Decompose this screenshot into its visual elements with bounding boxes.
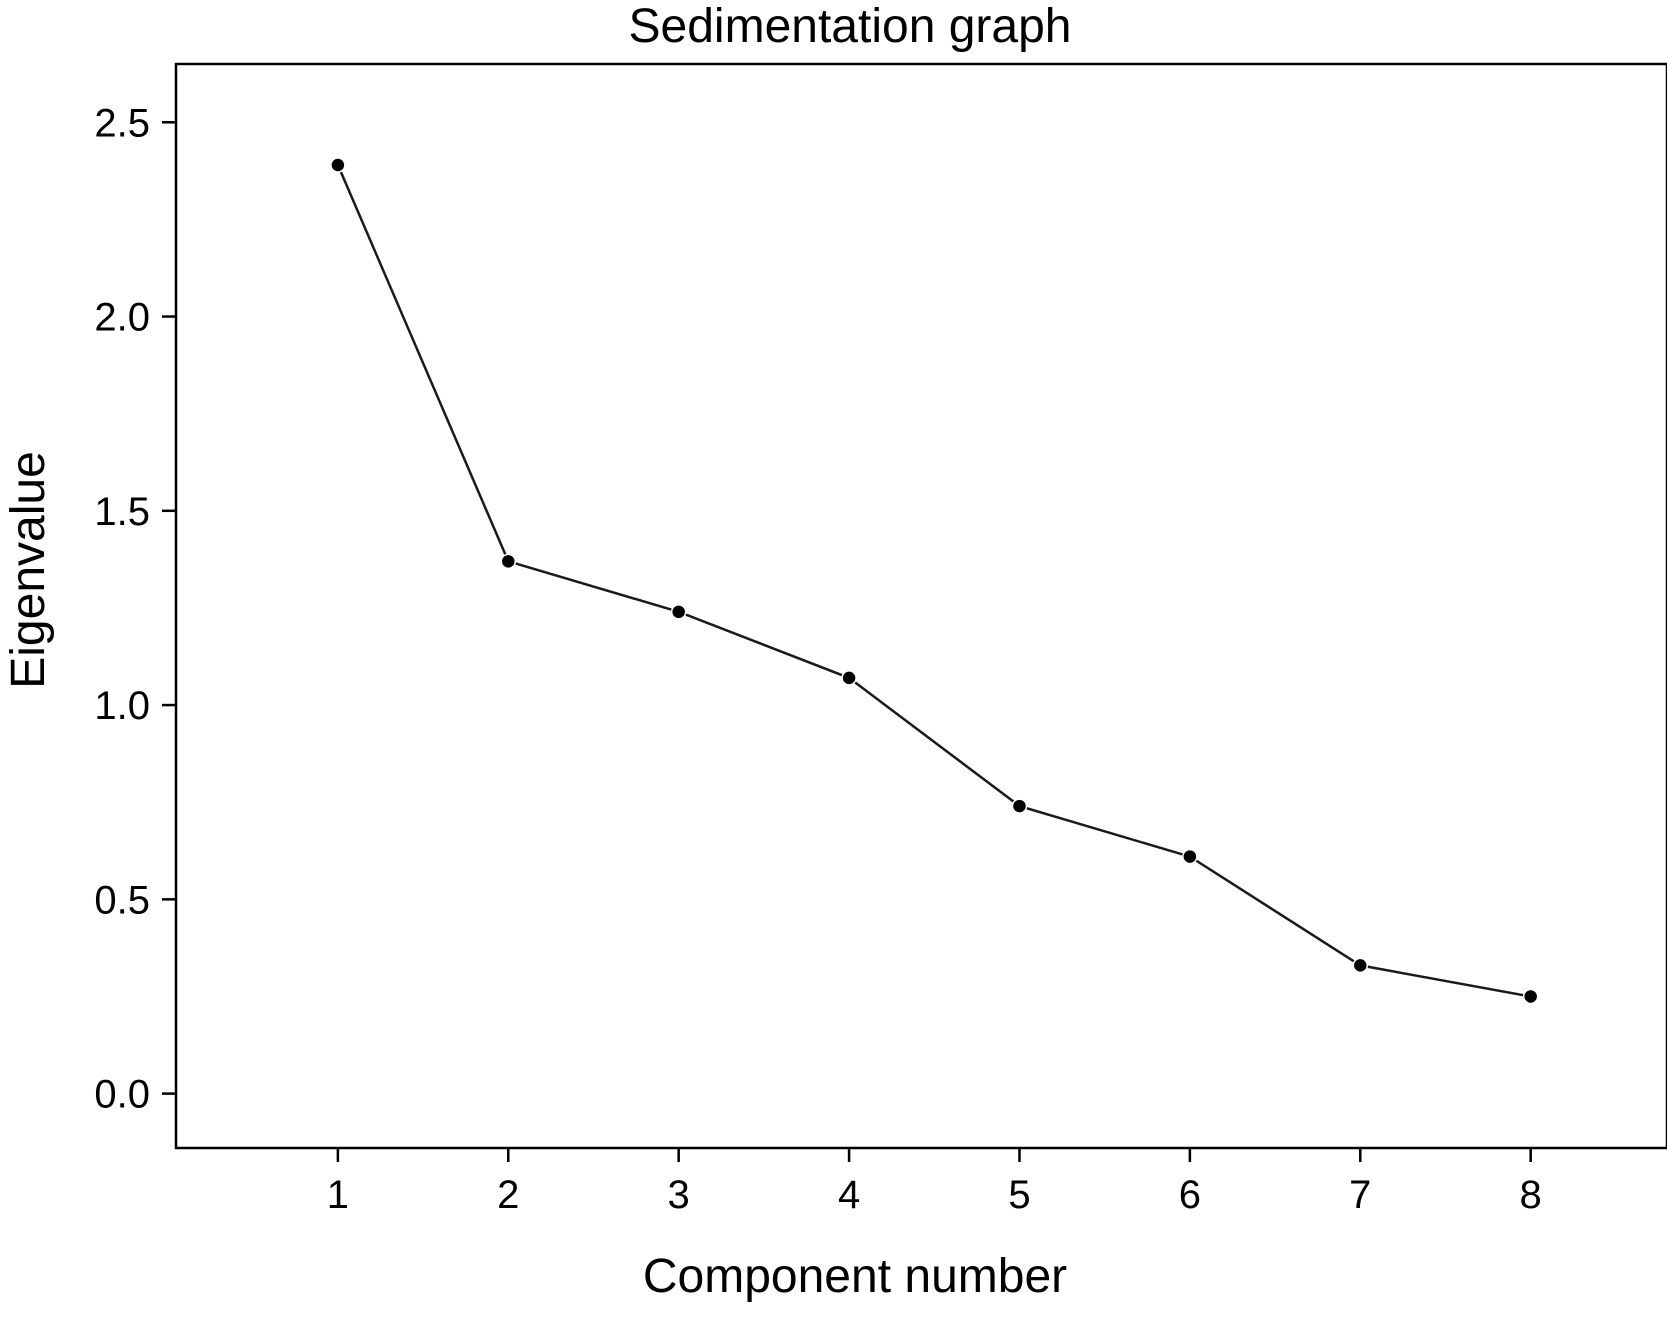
x-axis-label: Component number [643,1250,1067,1303]
y-tick-label: 2.0 [94,296,150,340]
data-point [1522,988,1539,1005]
y-axis-ticks: 0.0 0.5 1.0 1.5 2.0 2.5 [94,101,176,1117]
y-tick-label: 1.0 [94,684,150,728]
x-tick-label: 3 [668,1173,690,1217]
y-axis-label: Eigenvalue [2,451,55,689]
data-point [1352,957,1369,974]
y-tick-label: 1.5 [94,490,150,534]
data-point [841,670,857,686]
x-tick-label: 7 [1349,1173,1371,1217]
x-tick-label: 4 [838,1173,860,1217]
x-tick-label: 6 [1179,1173,1201,1217]
y-tick-label: 2.5 [94,101,150,145]
data-points [330,157,1539,1005]
x-tick-label: 2 [497,1173,519,1217]
data-point [1182,848,1198,865]
y-tick-label: 0.0 [94,1073,150,1117]
x-tick-label: 8 [1520,1173,1542,1217]
plot-frame [174,62,1667,1150]
series-line [336,164,1531,998]
x-tick-label: 5 [1008,1173,1030,1217]
data-point [330,157,346,173]
data-point [1011,798,1028,814]
chart-title: Sedimentation graph [629,0,1072,53]
y-tick-label: 0.5 [94,878,150,922]
data-point [500,553,517,570]
x-tick-label: 1 [327,1173,349,1217]
data-point [670,604,687,620]
x-axis-ticks: 1 2 3 4 5 6 7 8 [327,1148,1542,1217]
